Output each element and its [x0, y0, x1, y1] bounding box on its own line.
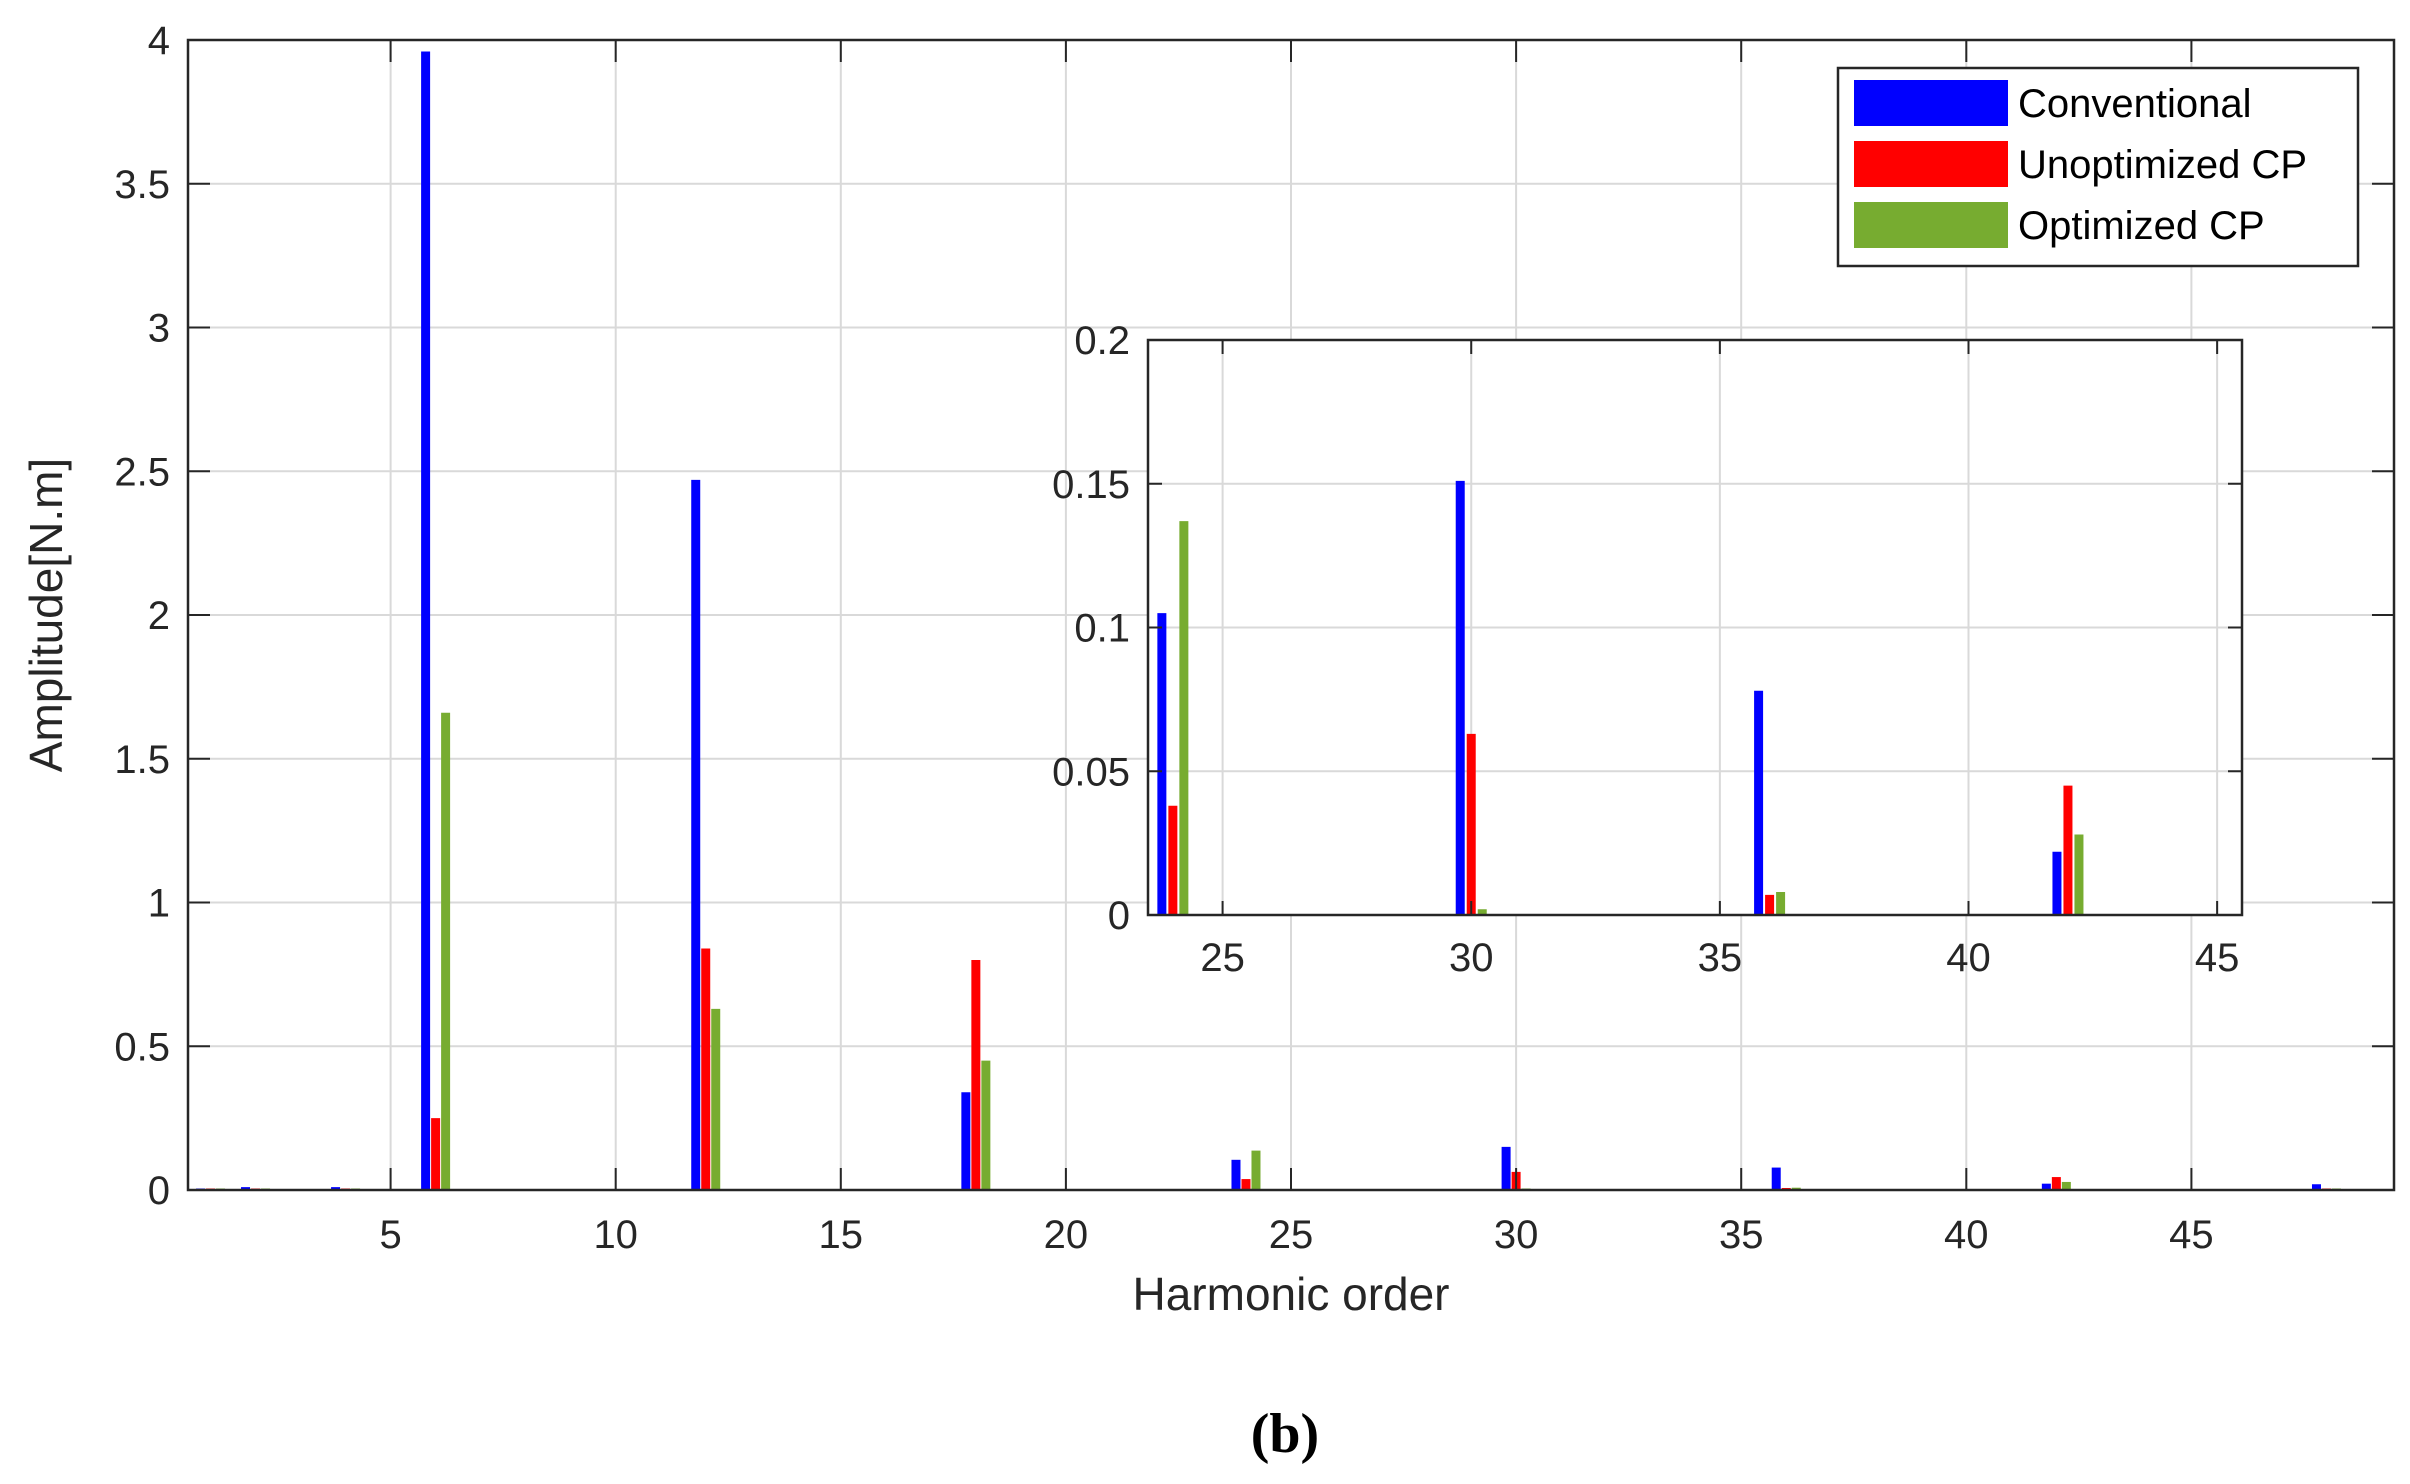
inset-bar-conventional [1455, 480, 1465, 915]
bar-unoptimized [431, 1118, 441, 1190]
bar-conventional [2041, 1183, 2051, 1190]
legend-label-unoptimized: Unoptimized CP [2018, 143, 2307, 187]
legend-swatch-optimized [1854, 202, 2008, 248]
y-tick-label: 1 [148, 882, 170, 926]
bar-optimized [981, 1060, 991, 1190]
inset-y-tick-label: 0.1 [1074, 607, 1130, 651]
bar-unoptimized [971, 960, 981, 1190]
legend-swatch-unoptimized [1854, 141, 2008, 187]
y-tick-label: 1.5 [114, 738, 170, 782]
inset-y-tick-label: 0 [1108, 894, 1130, 938]
inset-bar-conventional [1754, 690, 1764, 915]
bar-optimized [711, 1008, 721, 1190]
inset-x-tick-label: 30 [1449, 936, 1494, 980]
inset-bar-optimized [1477, 909, 1487, 915]
bar-optimized [1251, 1150, 1261, 1190]
inset-bar-unoptimized [1765, 894, 1775, 915]
x-tick-label: 10 [593, 1213, 638, 1257]
bar-conventional [1771, 1167, 1781, 1190]
inset-bar-unoptimized [1466, 733, 1476, 915]
bar-conventional [331, 1187, 341, 1190]
inset-plot: 25 30 35 40 45 0 0.05 0.1 0.15 0.2 [1052, 319, 2244, 980]
inset-bar-optimized [1179, 521, 1189, 915]
bar-optimized [2061, 1181, 2071, 1190]
bar-unoptimized [2051, 1177, 2061, 1190]
x-tick-label: 5 [379, 1213, 401, 1257]
inset-y-tick-label: 0.2 [1074, 319, 1130, 363]
inset-bar-unoptimized [2063, 785, 2073, 915]
inset-bar-unoptimized [1168, 805, 1178, 915]
x-tick-label: 25 [1269, 1213, 1314, 1257]
y-axis-title: Amplitude[N.m] [20, 458, 72, 772]
x-tick-label: 45 [2169, 1213, 2214, 1257]
inset-bar-optimized [2074, 834, 2084, 915]
inset-bar-conventional [1157, 613, 1167, 915]
inset-bar-conventional [2052, 851, 2062, 915]
bar-conventional [691, 479, 701, 1190]
inset-x-tick-label: 25 [1200, 936, 1245, 980]
bar-conventional [421, 51, 431, 1190]
inset-y-tick-label: 0.05 [1052, 750, 1130, 794]
y-tick-label: 0 [148, 1169, 170, 1213]
legend-label-conventional: Conventional [2018, 82, 2252, 126]
x-tick-label: 30 [1494, 1213, 1539, 1257]
x-axis-title: Harmonic order [1133, 1268, 1450, 1320]
bar-conventional [961, 1092, 971, 1190]
inset-y-tick-label: 0.15 [1052, 463, 1130, 507]
bar-conventional [1231, 1159, 1241, 1190]
x-tick-label: 35 [1719, 1213, 1764, 1257]
legend-swatch-conventional [1854, 80, 2008, 126]
bar-unoptimized [701, 948, 711, 1190]
figure-caption: (b) [1251, 1403, 1319, 1465]
bar-conventional [241, 1187, 251, 1190]
bar-conventional [1501, 1146, 1511, 1190]
bar-unoptimized [1241, 1179, 1251, 1190]
legend-label-optimized: Optimized CP [2018, 204, 2265, 248]
y-tick-label: 2 [148, 594, 170, 638]
y-tick-label: 4 [148, 19, 170, 63]
y-tick-label: 3 [148, 307, 170, 351]
y-tick-label: 2.5 [114, 450, 170, 494]
inset-x-tick-label: 35 [1698, 936, 1743, 980]
x-tick-label: 20 [1044, 1213, 1089, 1257]
bar-conventional [2311, 1184, 2321, 1190]
x-tick-label: 40 [1944, 1213, 1989, 1257]
bar-optimized [441, 712, 451, 1190]
y-tick-label: 3.5 [114, 163, 170, 207]
x-tick-label: 15 [819, 1213, 864, 1257]
inset-bar-optimized [1776, 892, 1786, 915]
y-tick-label: 0.5 [114, 1025, 170, 1069]
legend: Conventional Unoptimized CP Optimized CP [1836, 66, 2360, 268]
inset-x-tick-label: 40 [1946, 936, 1991, 980]
inset-x-tick-label: 45 [2195, 936, 2240, 980]
